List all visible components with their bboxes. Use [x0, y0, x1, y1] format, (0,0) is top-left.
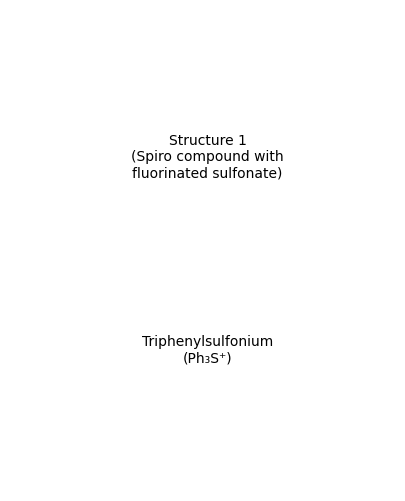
Text: Structure 1
(Spiro compound with
fluorinated sulfonate): Structure 1 (Spiro compound with fluorin… — [131, 133, 284, 180]
Text: Triphenylsulfonium
(Ph₃S⁺): Triphenylsulfonium (Ph₃S⁺) — [142, 334, 273, 365]
